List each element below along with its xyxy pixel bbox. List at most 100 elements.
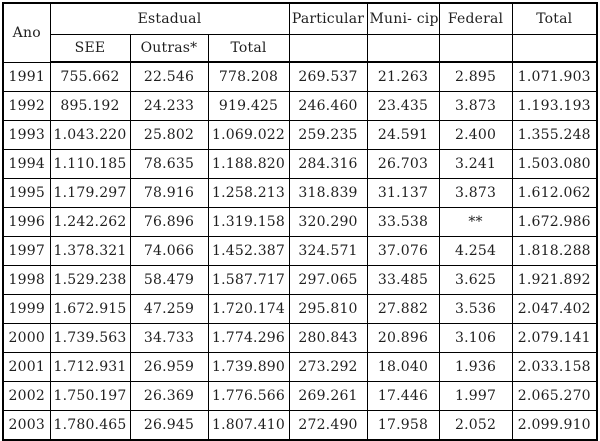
cell-outras: 74.066: [129, 236, 209, 266]
cell-outras: 34.733: [129, 323, 209, 353]
cell-total_estadual: 1.069.022: [207, 120, 290, 150]
cell-particular: 280.843: [288, 323, 368, 353]
cell-see: 1.242.262: [49, 207, 131, 237]
cell-outras: 24.233: [129, 91, 209, 121]
cell-see: 1.712.931: [49, 352, 131, 382]
cell-total_estadual: 919.425: [207, 91, 290, 121]
cell-see: 895.192: [49, 91, 131, 121]
cell-particular: 272.490: [288, 410, 368, 441]
cell-outras: 58.479: [129, 265, 209, 295]
table-row: 1993 1.043.220 25.802 1.069.022 259.235 24.59…: [2, 120, 598, 150]
cell-outras: 26.945: [129, 410, 209, 441]
table-row: 1998 1.529.238 58.479 1.587.717 297.065 33.48…: [2, 265, 598, 295]
cell-particular: 320.290: [288, 207, 368, 237]
cell-municipal: 27.882: [366, 294, 440, 324]
table-header: Ano Estadual Particular Muni- cipal Fede…: [2, 2, 598, 63]
cell-see: 1.110.185: [49, 149, 131, 179]
header-federal: Federal: [438, 2, 513, 35]
cell-ano: 2003: [2, 410, 51, 441]
header-empty-cell: [288, 34, 368, 63]
cell-see: 1.529.238: [49, 265, 131, 295]
cell-total: 2.079.141: [511, 323, 598, 353]
cell-ano: 1995: [2, 178, 51, 208]
cell-federal: 3.873: [438, 91, 513, 121]
cell-see: 1.378.321: [49, 236, 131, 266]
table-row: 2000 1.739.563 34.733 1.774.296 280.843 20.89…: [2, 323, 598, 353]
cell-ano: 1993: [2, 120, 51, 150]
cell-see: 1.750.197: [49, 381, 131, 411]
table-body: 1991 755.662 22.546 778.208 269.537 21.263 2.8…: [2, 61, 598, 441]
cell-ano: 2000: [2, 323, 51, 353]
cell-municipal: 18.040: [366, 352, 440, 382]
cell-municipal: 23.435: [366, 91, 440, 121]
cell-total_estadual: 778.208: [207, 61, 290, 92]
cell-federal: 2.400: [438, 120, 513, 150]
cell-total_estadual: 1.774.296: [207, 323, 290, 353]
cell-municipal: 20.896: [366, 323, 440, 353]
table-row: 2001 1.712.931 26.959 1.739.890 273.292 18.04…: [2, 352, 598, 382]
cell-particular: 324.571: [288, 236, 368, 266]
cell-total_estadual: 1.807.410: [207, 410, 290, 441]
cell-particular: 284.316: [288, 149, 368, 179]
cell-particular: 318.839: [288, 178, 368, 208]
header-empty-cell: [511, 34, 598, 63]
cell-total_estadual: 1.587.717: [207, 265, 290, 295]
cell-federal: 2.895: [438, 61, 513, 92]
table-row: 1995 1.179.297 78.916 1.258.213 318.839 31.13…: [2, 178, 598, 208]
cell-federal: 3.106: [438, 323, 513, 353]
cell-see: 1.739.563: [49, 323, 131, 353]
header-outras: Outras*: [129, 34, 209, 63]
cell-particular: 297.065: [288, 265, 368, 295]
cell-particular: 246.460: [288, 91, 368, 121]
cell-total_estadual: 1.720.174: [207, 294, 290, 324]
cell-total_estadual: 1.258.213: [207, 178, 290, 208]
cell-total_estadual: 1.319.158: [207, 207, 290, 237]
cell-particular: 269.537: [288, 61, 368, 92]
cell-total: 1.503.080: [511, 149, 598, 179]
cell-total: 2.033.158: [511, 352, 598, 382]
cell-ano: 2001: [2, 352, 51, 382]
header-municipal: Muni- cipal: [366, 2, 440, 35]
cell-federal: 4.254: [438, 236, 513, 266]
table-row: 2002 1.750.197 26.369 1.776.566 269.261 17.44…: [2, 381, 598, 411]
header-particular: Particular: [288, 2, 368, 35]
cell-total_estadual: 1.739.890: [207, 352, 290, 382]
cell-ano: 1994: [2, 149, 51, 179]
cell-particular: 295.810: [288, 294, 368, 324]
cell-federal: 3.625: [438, 265, 513, 295]
header-total-estadual: Total: [207, 34, 290, 63]
cell-municipal: 17.958: [366, 410, 440, 441]
cell-see: 1.179.297: [49, 178, 131, 208]
cell-outras: 78.635: [129, 149, 209, 179]
table-row: 1999 1.672.915 47.259 1.720.174 295.810 27.88…: [2, 294, 598, 324]
cell-outras: 26.959: [129, 352, 209, 382]
cell-federal: 1.997: [438, 381, 513, 411]
cell-ano: 1996: [2, 207, 51, 237]
header-estadual: Estadual: [49, 2, 290, 35]
table-row: 1996 1.242.262 76.896 1.319.158 320.290 33.53…: [2, 207, 598, 237]
cell-municipal: 26.703: [366, 149, 440, 179]
cell-ano: 1991: [2, 61, 51, 92]
cell-ano: 2002: [2, 381, 51, 411]
table-row: 1994 1.110.185 78.635 1.188.820 284.316 26.70…: [2, 149, 598, 179]
cell-total: 1.818.288: [511, 236, 598, 266]
cell-outras: 47.259: [129, 294, 209, 324]
cell-total: 1.612.062: [511, 178, 598, 208]
header-row-sub: SEE Outras* Total: [3, 34, 598, 63]
cell-particular: 269.261: [288, 381, 368, 411]
cell-municipal: 37.076: [366, 236, 440, 266]
cell-total: 1.921.892: [511, 265, 598, 295]
cell-municipal: 31.137: [366, 178, 440, 208]
cell-ano: 1999: [2, 294, 51, 324]
cell-see: 755.662: [49, 61, 131, 92]
cell-federal: 3.536: [438, 294, 513, 324]
cell-outras: 76.896: [129, 207, 209, 237]
cell-particular: 259.235: [288, 120, 368, 150]
table-row: 1992 895.192 24.233 919.425 246.460 23.435 3.8…: [2, 91, 598, 121]
cell-federal: 1.936: [438, 352, 513, 382]
cell-see: 1.780.465: [49, 410, 131, 441]
cell-total_estadual: 1.776.566: [207, 381, 290, 411]
cell-total: 2.065.270: [511, 381, 598, 411]
